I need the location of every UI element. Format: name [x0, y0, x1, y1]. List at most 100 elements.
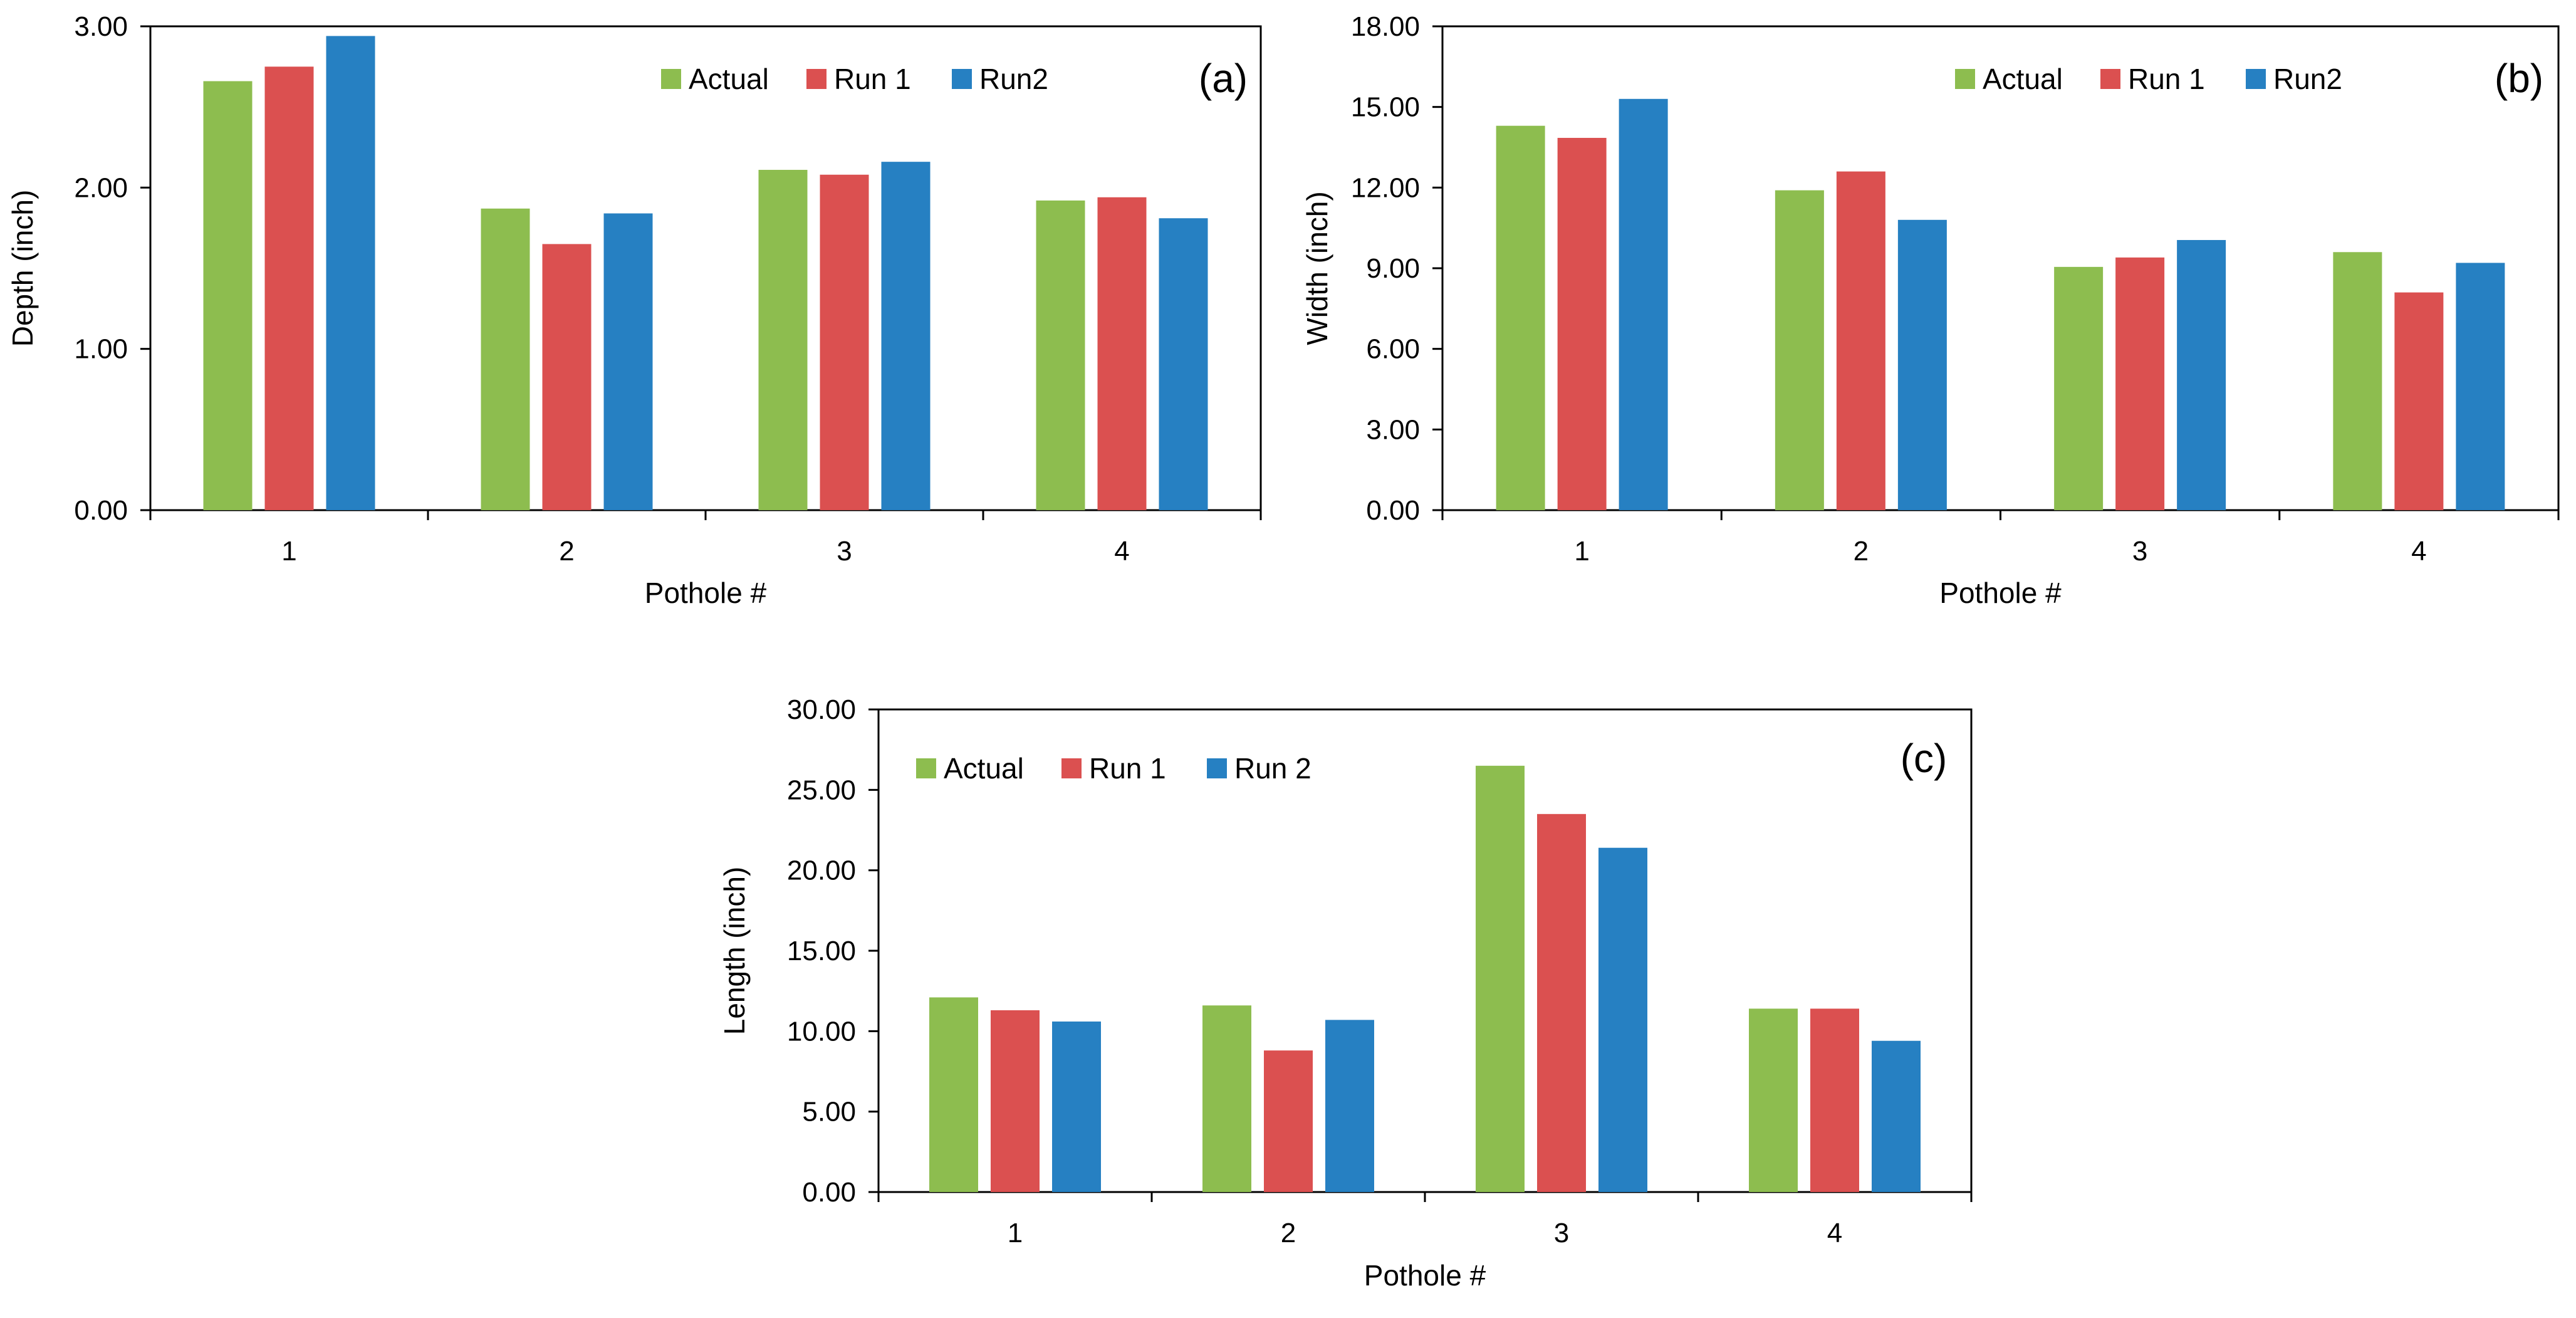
legend-swatch-actual	[1955, 69, 1975, 89]
bar-run2-pothole-4	[2456, 263, 2505, 510]
legend-swatch-run2	[2246, 69, 2266, 89]
plot-area-frame	[149, 25, 1262, 511]
legend-swatch-run1	[806, 69, 827, 89]
legend-label-run1: Run 1	[2128, 63, 2205, 95]
y-axis-title: Depth (inch)	[6, 190, 39, 347]
bar-run-1-pothole-2	[1264, 1050, 1313, 1192]
bar-run-2-pothole-3	[1598, 847, 1647, 1192]
bar-run-1-pothole-4	[2394, 292, 2444, 510]
bar-run-1-pothole-2	[1836, 171, 1885, 511]
x-tick-label: 1	[281, 536, 296, 567]
plot-area-frame	[1441, 25, 2560, 511]
legend-label-actual: Actual	[944, 752, 1024, 785]
bar-run2-pothole-1	[1619, 98, 1668, 511]
legend: Actual Run 1 Run2	[1955, 63, 2342, 95]
y-tick-label: 0.00	[802, 1177, 856, 1208]
y-tick-label: 0.00	[74, 495, 128, 526]
bar-run-2-pothole-1	[1052, 1021, 1101, 1192]
y-tick-label: 15.00	[1351, 92, 1420, 123]
y-tick-label: 30.00	[787, 694, 856, 725]
y-tick-label: 3.00	[74, 11, 128, 42]
legend-label-run2: Run 2	[1234, 752, 1311, 785]
y-tick-label: 12.00	[1351, 172, 1420, 203]
legend-label-run1: Run 1	[834, 63, 911, 95]
bar-run2-pothole-4	[1159, 218, 1208, 510]
panel-label: (b)	[2495, 56, 2543, 101]
bar-actual-pothole-3	[1476, 765, 1525, 1192]
x-tick-label: 3	[2132, 536, 2147, 567]
legend-label-run1: Run 1	[1089, 752, 1166, 785]
x-tick-label: 4	[2411, 536, 2426, 567]
bar-run-2-pothole-4	[1872, 1040, 1921, 1192]
x-tick-label: 2	[1854, 536, 1869, 567]
legend-swatch-run1	[1061, 758, 1082, 778]
x-tick-label: 1	[1008, 1218, 1023, 1248]
bar-run2-pothole-3	[2177, 239, 2226, 510]
chart-panel-1: 0.00 1.00 2.00 3.00 1 2 3 4 Pothole # Depth (inch…	[6, 11, 1262, 609]
legend-swatch-actual	[661, 69, 681, 89]
bar-run-1-pothole-4	[1810, 1008, 1859, 1192]
y-tick-label: 0.00	[1366, 495, 1420, 526]
bar-actual-pothole-3	[758, 170, 808, 510]
x-tick-label: 4	[1114, 536, 1129, 567]
bar-run2-pothole-1	[326, 36, 375, 510]
bar-run-1-pothole-3	[1537, 813, 1586, 1192]
x-tick-label: 3	[837, 536, 852, 567]
bar-run-1-pothole-3	[820, 174, 869, 510]
y-tick-label: 2.00	[74, 172, 128, 203]
bar-actual-pothole-2	[1202, 1005, 1251, 1192]
bar-run-1-pothole-4	[1097, 197, 1147, 510]
panel-label: (c)	[1901, 736, 1948, 781]
bar-run-1-pothole-3	[2115, 257, 2165, 510]
bar-run-1-pothole-1	[264, 66, 314, 511]
y-axis-title: Length (inch)	[718, 867, 751, 1035]
legend-label-actual: Actual	[689, 63, 769, 95]
x-axis-title: Pothole #	[1364, 1259, 1486, 1292]
x-tick-label: 4	[1827, 1218, 1842, 1248]
y-tick-label: 15.00	[787, 936, 856, 966]
bar-run-1-pothole-1	[991, 1010, 1040, 1192]
legend-swatch-actual	[916, 758, 936, 778]
bar-run2-pothole-2	[603, 213, 653, 510]
bar-run2-pothole-3	[881, 162, 931, 510]
y-tick-label: 25.00	[787, 775, 856, 805]
bar-run-1-pothole-1	[1557, 137, 1607, 510]
x-tick-label: 1	[1574, 536, 1589, 567]
y-tick-label: 18.00	[1351, 11, 1420, 42]
chart-panel-2: 0.00 3.00 6.00 9.00 12.00 15.00 18.00 1 2 3 4 Potho…	[1301, 11, 2560, 609]
legend: Actual Run 1 Run 2	[916, 752, 1311, 785]
panel-label: (a)	[1199, 56, 1248, 101]
bar-actual-pothole-2	[481, 208, 530, 510]
y-tick-label: 5.00	[802, 1097, 856, 1127]
legend-label-actual: Actual	[1983, 63, 2063, 95]
y-tick-label: 1.00	[74, 334, 128, 365]
x-tick-label: 2	[559, 536, 574, 567]
bar-actual-pothole-4	[2333, 252, 2382, 510]
bar-run2-pothole-2	[1897, 219, 1947, 510]
plot-area-frame	[877, 708, 1973, 1193]
legend-swatch-run2	[1207, 758, 1227, 778]
bar-actual-pothole-1	[203, 81, 253, 510]
y-tick-label: 9.00	[1366, 253, 1420, 284]
chart-panel-3: 0.00 5.00 10.00 15.00 20.00 25.00 30.00 1 2 3 4 Pot…	[718, 694, 1973, 1292]
bar-actual-pothole-1	[1496, 125, 1545, 510]
legend-label-run2: Run2	[2273, 63, 2342, 95]
bar-actual-pothole-4	[1036, 200, 1085, 510]
y-tick-label: 20.00	[787, 855, 856, 886]
bar-actual-pothole-2	[1775, 190, 1824, 510]
x-tick-label: 2	[1281, 1218, 1296, 1248]
x-axis-title: Pothole #	[1939, 577, 2062, 609]
x-axis-title: Pothole #	[645, 577, 767, 609]
bar-actual-pothole-3	[2054, 266, 2104, 510]
y-tick-label: 3.00	[1366, 414, 1420, 445]
legend: Actual Run 1 Run2	[661, 63, 1048, 95]
y-tick-label: 10.00	[787, 1016, 856, 1047]
legend-label-run2: Run2	[979, 63, 1048, 95]
bar-run-2-pothole-2	[1325, 1020, 1374, 1192]
legend-swatch-run1	[2100, 69, 2120, 89]
bar-actual-pothole-4	[1749, 1008, 1798, 1192]
legend-swatch-run2	[952, 69, 972, 89]
x-tick-label: 3	[1554, 1218, 1569, 1248]
bar-actual-pothole-1	[929, 997, 978, 1192]
